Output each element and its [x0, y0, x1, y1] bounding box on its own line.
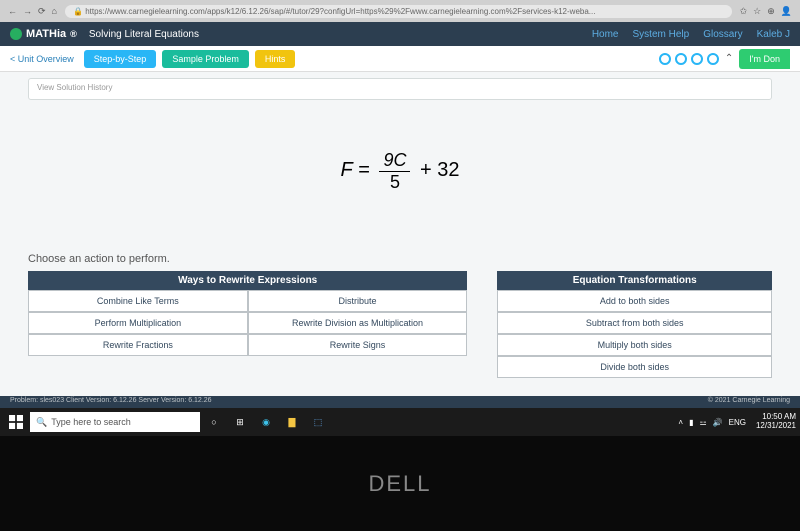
equation-display: F = 9C5 + 32	[28, 150, 772, 193]
action-rewrite-division[interactable]: Rewrite Division as Multiplication	[248, 312, 468, 334]
im-done-button[interactable]: I'm Don	[739, 49, 790, 69]
task-view-icon[interactable]: ⊞	[228, 410, 252, 434]
app-logo: MATHia®	[10, 28, 77, 40]
hints-button[interactable]: Hints	[255, 50, 296, 68]
taskbar-clock[interactable]: 10:50 AM 12/31/2021	[756, 413, 796, 431]
search-placeholder: Type here to search	[51, 417, 131, 427]
explorer-icon[interactable]: ▇	[280, 410, 304, 434]
solution-history[interactable]: View Solution History	[28, 78, 772, 100]
action-distribute[interactable]: Distribute	[248, 290, 468, 312]
equation-lhs: F	[340, 159, 352, 181]
nav-glossary[interactable]: Glossary	[703, 29, 742, 40]
chevron-up-icon[interactable]: ⌃	[725, 53, 733, 64]
progress-dot	[659, 53, 671, 65]
toolbar: < Unit Overview Step-by-Step Sample Prob…	[0, 46, 800, 72]
edge-icon[interactable]: ◉	[254, 410, 278, 434]
action-multiply-both-sides[interactable]: Multiply both sides	[497, 334, 772, 356]
nav-system-help[interactable]: System Help	[633, 29, 690, 40]
bezel-brand: DELL	[368, 471, 431, 497]
status-left: Problem: sles023 Client Version: 6.12.26…	[10, 397, 212, 407]
battery-icon[interactable]: ▮	[689, 418, 693, 427]
equals-sign: =	[353, 159, 376, 181]
brand-text: MATHia	[26, 28, 66, 40]
progress-dot	[707, 53, 719, 65]
lock-icon: 🔒	[73, 7, 83, 16]
bookmark-icon[interactable]: ☆	[753, 6, 761, 17]
fraction-denominator: 5	[379, 172, 410, 193]
progress-dot	[675, 53, 687, 65]
language-icon[interactable]: ENG	[729, 418, 746, 427]
url-bar[interactable]: 🔒 https://www.carnegielearning.com/apps/…	[65, 5, 732, 18]
store-icon[interactable]: ⬚	[306, 410, 330, 434]
nav-reload-icon[interactable]: ⟳	[38, 6, 46, 17]
tray-chevron-icon[interactable]: ˄	[678, 418, 683, 427]
cortana-icon[interactable]: ○	[202, 410, 226, 434]
status-bar: Problem: sles023 Client Version: 6.12.26…	[0, 396, 800, 408]
status-right: © 2021 Carnegie Learning	[708, 397, 790, 407]
volume-icon[interactable]: 🔊	[713, 418, 723, 427]
section-title: Solving Literal Equations	[89, 29, 199, 40]
ways-table: Ways to Rewrite Expressions Combine Like…	[28, 271, 467, 378]
system-tray: ˄ ▮ ⚍ 🔊 ENG 10:50 AM 12/31/2021	[678, 413, 796, 431]
laptop-bezel: DELL	[0, 436, 800, 531]
action-combine-like-terms[interactable]: Combine Like Terms	[28, 290, 248, 312]
content-area: View Solution History F = 9C5 + 32 Choos…	[0, 72, 800, 396]
favorite-icon[interactable]: ✩	[740, 6, 748, 17]
progress-indicator: ⌃	[659, 53, 733, 65]
action-perform-multiplication[interactable]: Perform Multiplication	[28, 312, 248, 334]
nav-back-icon[interactable]: ←	[8, 6, 17, 17]
action-prompt: Choose an action to perform.	[28, 253, 772, 265]
sample-problem-button[interactable]: Sample Problem	[162, 50, 249, 68]
fraction-numerator: 9C	[379, 150, 410, 172]
app-header: MATHia® Solving Literal Equations Home S…	[0, 22, 800, 46]
search-icon: 🔍	[36, 417, 47, 428]
url-text: https://www.carnegielearning.com/apps/k1…	[85, 7, 595, 16]
collections-icon[interactable]: ⊕	[767, 6, 775, 17]
profile-icon[interactable]: 👤	[781, 6, 792, 17]
ways-header: Ways to Rewrite Expressions	[28, 271, 467, 290]
action-subtract-both-sides[interactable]: Subtract from both sides	[497, 312, 772, 334]
windows-taskbar: 🔍 Type here to search ○ ⊞ ◉ ▇ ⬚ ˄ ▮ ⚍ 🔊 …	[0, 408, 800, 436]
history-label: View Solution History	[37, 83, 112, 92]
transforms-header: Equation Transformations	[497, 271, 772, 290]
progress-dot	[691, 53, 703, 65]
nav-home[interactable]: Home	[592, 29, 619, 40]
logo-icon	[10, 28, 22, 40]
step-by-step-button[interactable]: Step-by-Step	[84, 50, 157, 68]
start-button[interactable]	[4, 410, 28, 434]
action-divide-both-sides[interactable]: Divide both sides	[497, 356, 772, 378]
nav-home-icon[interactable]: ⌂	[52, 6, 57, 17]
action-rewrite-fractions[interactable]: Rewrite Fractions	[28, 334, 248, 356]
action-add-both-sides[interactable]: Add to both sides	[497, 290, 772, 312]
taskbar-search[interactable]: 🔍 Type here to search	[30, 412, 200, 432]
browser-chrome: ← → ⟳ ⌂ 🔒 https://www.carnegielearning.c…	[0, 0, 800, 22]
nav-user[interactable]: Kaleb J	[757, 29, 790, 40]
action-rewrite-signs[interactable]: Rewrite Signs	[248, 334, 468, 356]
nav-forward-icon[interactable]: →	[23, 6, 32, 17]
equation-constant: 32	[437, 159, 459, 181]
wifi-icon[interactable]: ⚍	[699, 418, 706, 427]
clock-date: 12/31/2021	[756, 422, 796, 431]
unit-overview-link[interactable]: < Unit Overview	[10, 54, 74, 64]
transforms-table: Equation Transformations Add to both sid…	[497, 271, 772, 378]
plus-sign: +	[414, 159, 437, 181]
equation-fraction: 9C5	[379, 150, 410, 193]
action-tables: Ways to Rewrite Expressions Combine Like…	[28, 271, 772, 378]
